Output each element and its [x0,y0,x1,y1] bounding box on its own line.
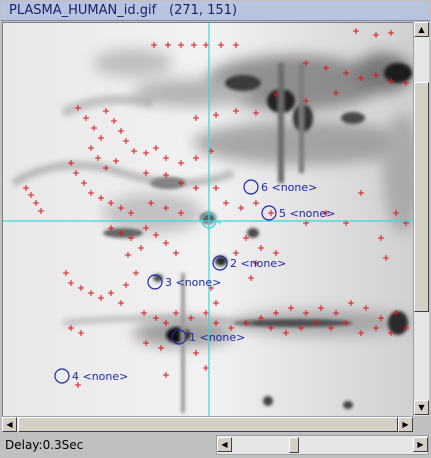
annotated-spot-2[interactable]: 2 <none> [212,255,286,271]
cursor-coordinates: (271, 151) [169,3,238,18]
annotated-spot-5[interactable]: 5 <none> [261,205,335,221]
delay-label: Delay:0.3Sec [5,438,84,452]
spot-label-6: 6 <none> [261,181,317,194]
delay-slider-thumb[interactable] [289,437,299,453]
gel-image[interactable]: + 1 <none> 2 <none> 3 <none> 4 <none> 5 … [3,23,413,417]
svg-text:+: + [216,218,223,227]
title-bar[interactable]: PLASMA_HUMAN_id.gif (271, 151) [1,1,430,21]
annotated-spot-4[interactable]: 4 <none> [54,368,128,384]
window-title: PLASMA_HUMAN_id.gif [9,3,157,18]
spot-label-5: 5 <none> [279,207,335,220]
scroll-corner [413,416,429,432]
vertical-scroll-thumb[interactable] [414,82,429,312]
annotated-spot-1[interactable]: 1 <none> [171,329,245,345]
spot-label-2: 2 <none> [230,257,286,270]
spot-label-1: 1 <none> [189,331,245,344]
spot-markers [23,28,409,388]
gel-image-viewport[interactable]: + 1 <none> 2 <none> 3 <none> 4 <none> 5 … [2,22,413,417]
horizontal-scrollbar[interactable]: ◀ ▶ [2,416,413,432]
arrow-left-icon[interactable]: ◀ [2,417,17,432]
annotated-spot-6[interactable]: 6 <none> [243,179,317,195]
slider-right-icon[interactable]: ▶ [413,437,428,452]
arrow-right-icon[interactable]: ▶ [398,417,413,432]
crosshair [3,23,413,417]
status-bar: Delay:0.3Sec ◀ ▶ [0,433,431,458]
vertical-scrollbar[interactable]: ▲ ▼ [413,22,429,416]
spot-label-3: 3 <none> [165,276,221,289]
annotated-spot-3[interactable]: 3 <none> [147,274,221,290]
spot-label-4: 4 <none> [72,370,128,383]
arrow-down-icon[interactable]: ▼ [414,400,429,415]
arrow-up-icon[interactable]: ▲ [414,22,429,37]
slider-left-icon[interactable]: ◀ [217,437,232,452]
horizontal-scroll-thumb[interactable] [18,417,398,432]
delay-slider[interactable]: ◀ ▶ [216,435,429,455]
